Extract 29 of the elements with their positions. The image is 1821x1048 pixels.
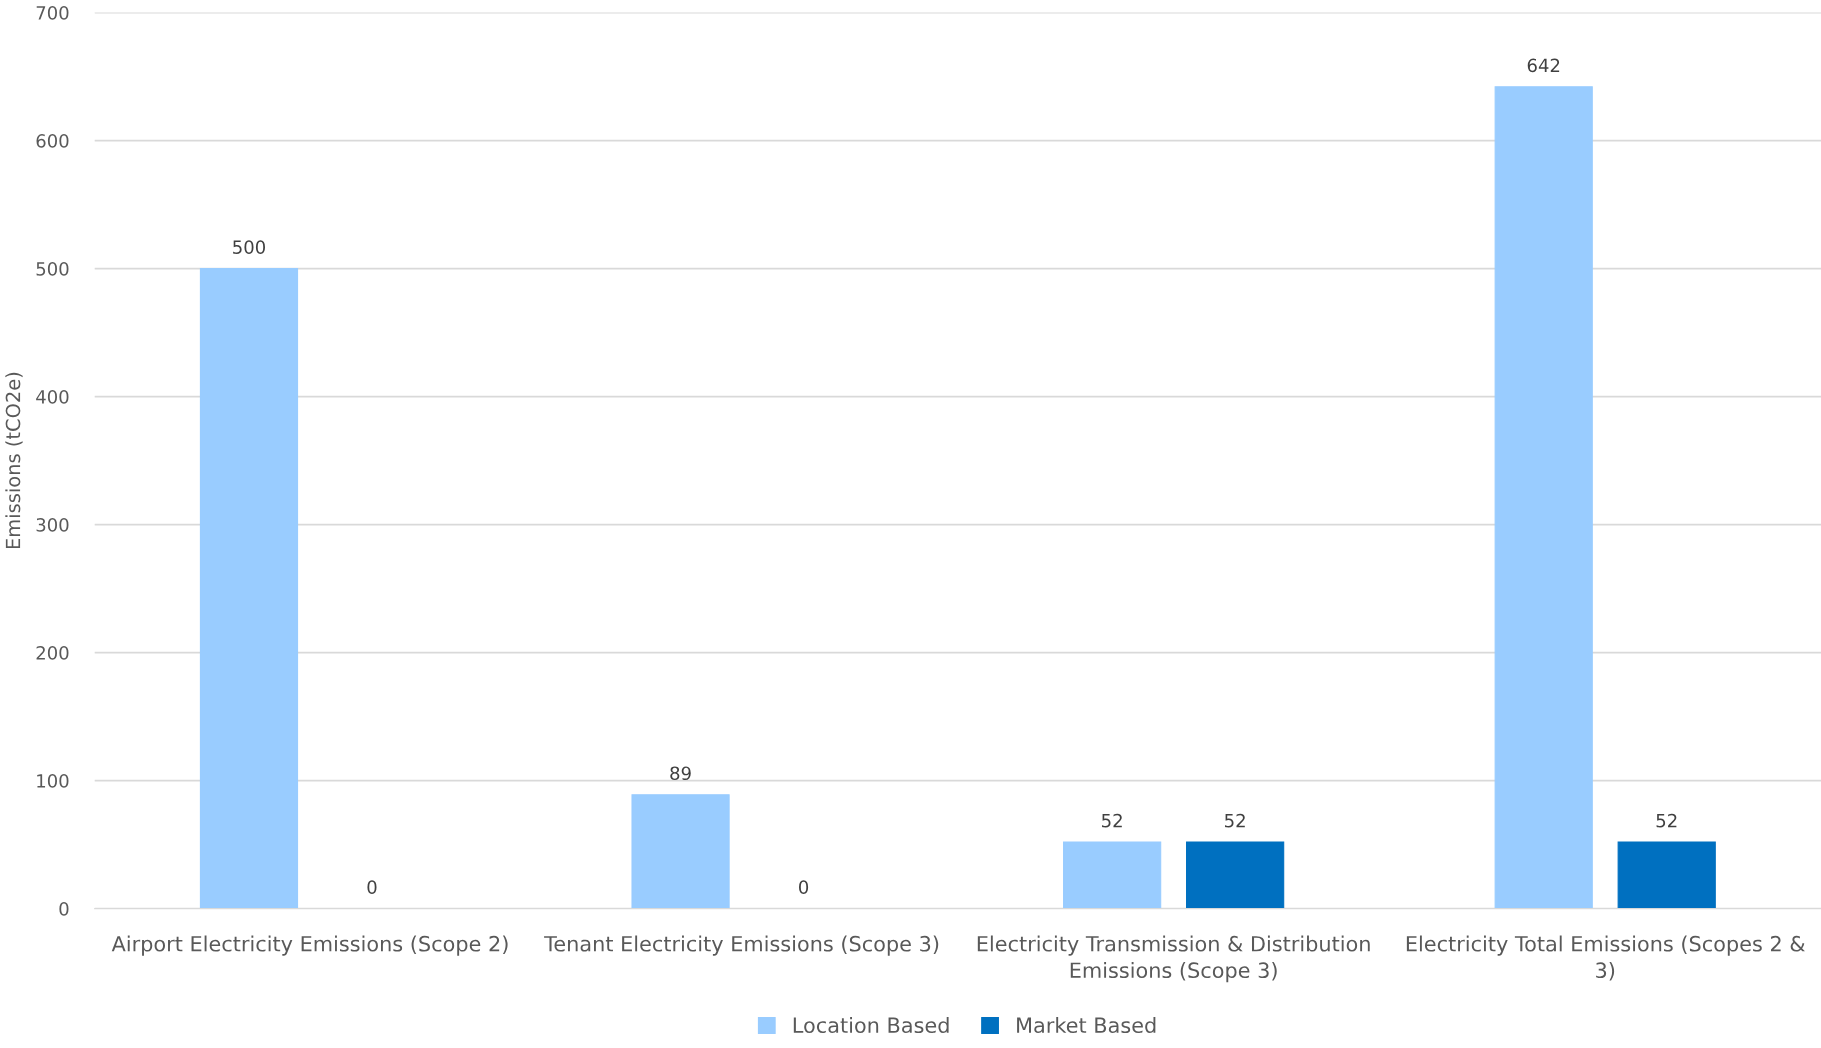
x-tick-label: Electricity Transmission & Distribution Emissions (Scope 3) xyxy=(977,935,1370,983)
data-label: 642 xyxy=(1527,58,1560,73)
data-label: 500 xyxy=(233,240,266,254)
data-label: 89 xyxy=(670,766,691,781)
data-label: 52 xyxy=(1225,813,1245,828)
legend-label: Location Based xyxy=(793,1016,949,1034)
y-tick-label: 300 xyxy=(36,518,69,532)
bar xyxy=(1063,841,1162,909)
legend-label: Market Based xyxy=(1017,1016,1156,1034)
bar xyxy=(631,794,730,909)
bar xyxy=(1617,841,1716,909)
y-tick-label: 200 xyxy=(36,646,69,660)
bar xyxy=(199,268,299,909)
y-tick-label: 700 xyxy=(36,6,69,20)
bar xyxy=(1494,86,1593,909)
y-axis-title: Emissions (tCO2e) xyxy=(5,372,23,549)
y-tick-label: 400 xyxy=(36,390,69,404)
data-label: 52 xyxy=(1656,813,1677,828)
data-label: 52 xyxy=(1102,813,1122,828)
data-label: 0 xyxy=(799,880,809,895)
x-tick-label: Electricity Total Emissions (Scopes 2 & 3) xyxy=(1406,935,1805,981)
y-tick-label: 600 xyxy=(36,134,69,148)
data-label: 0 xyxy=(367,880,377,895)
y-tick-label: 0 xyxy=(59,902,69,916)
x-tick-label: Tenant Electricity Emissions (Scope 3) xyxy=(544,935,939,956)
y-tick-label: 100 xyxy=(37,774,69,788)
x-tick-label: Airport Electricity Emissions (Scope 2) xyxy=(111,935,508,956)
y-tick-label: 500 xyxy=(36,262,69,276)
bar xyxy=(1186,841,1285,909)
